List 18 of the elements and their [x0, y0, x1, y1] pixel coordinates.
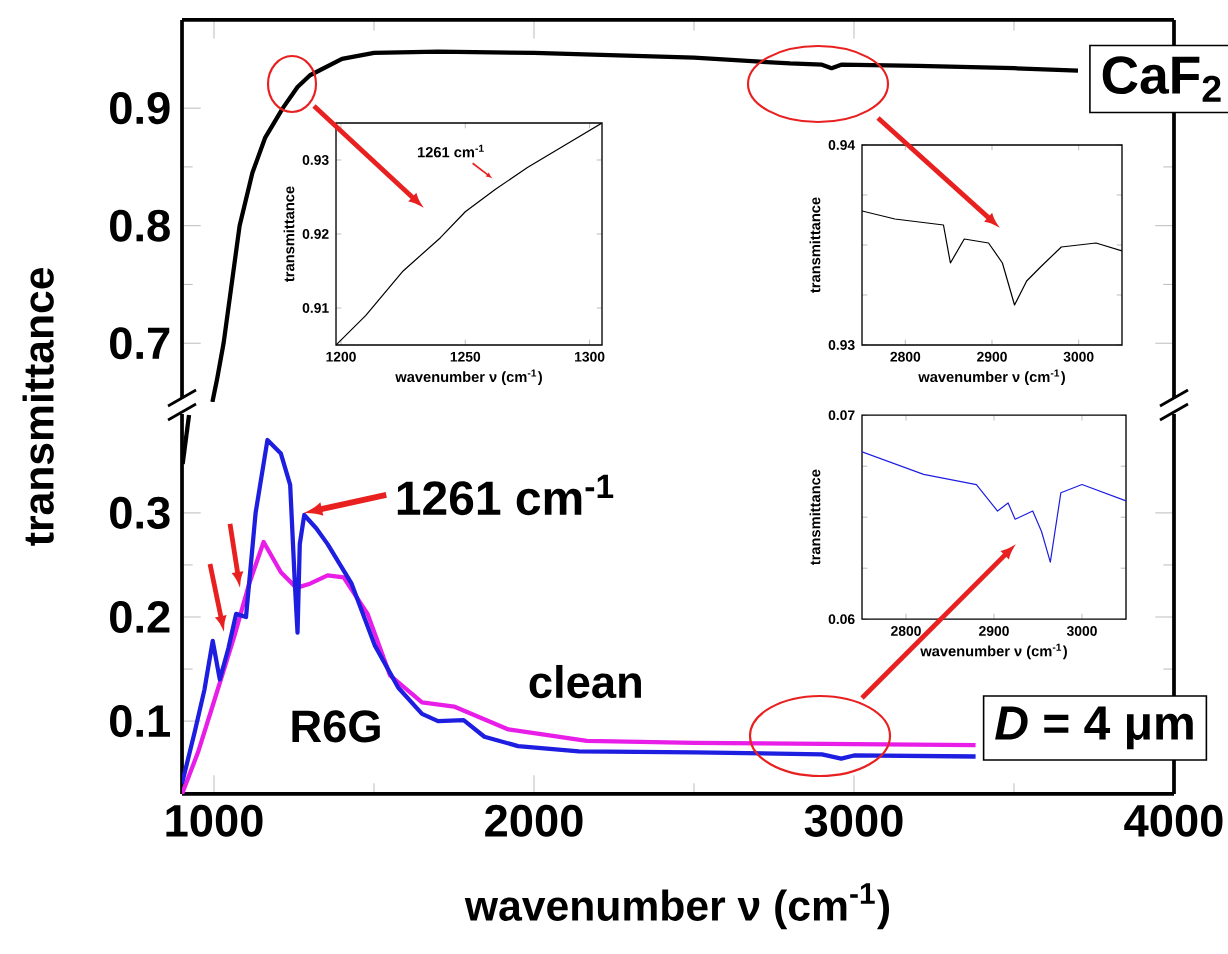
- y-tick-label: 0.3: [110, 496, 170, 529]
- x-axis-title: wavenumber ν (cm$^{-1}$): [464, 883, 889, 930]
- x-tick-label: 3000: [804, 804, 903, 837]
- annotation: 1261 cm$^{-1}$: [397, 474, 614, 516]
- x-tick-label: 2000: [485, 804, 583, 837]
- series-label: R6G: [292, 710, 380, 743]
- annotation: CaF$_{2}$: [1102, 56, 1221, 102]
- y-tick-label: 0.1: [110, 705, 171, 738]
- y-tick-label: 0.2: [110, 600, 170, 634]
- y-tick-label: 0.8: [110, 209, 170, 242]
- x-tick-label: 4000: [1124, 804, 1223, 837]
- annotation: D = 4 μm: [995, 706, 1193, 750]
- x-tick-label: 1000: [166, 804, 263, 837]
- series-label: clean: [529, 664, 641, 699]
- y-tick-label: 0.9: [110, 92, 170, 125]
- y-axis-title: transmittance: [22, 268, 54, 546]
- line-series: [862, 451, 1127, 563]
- y-tick-label: 0.7: [110, 327, 170, 360]
